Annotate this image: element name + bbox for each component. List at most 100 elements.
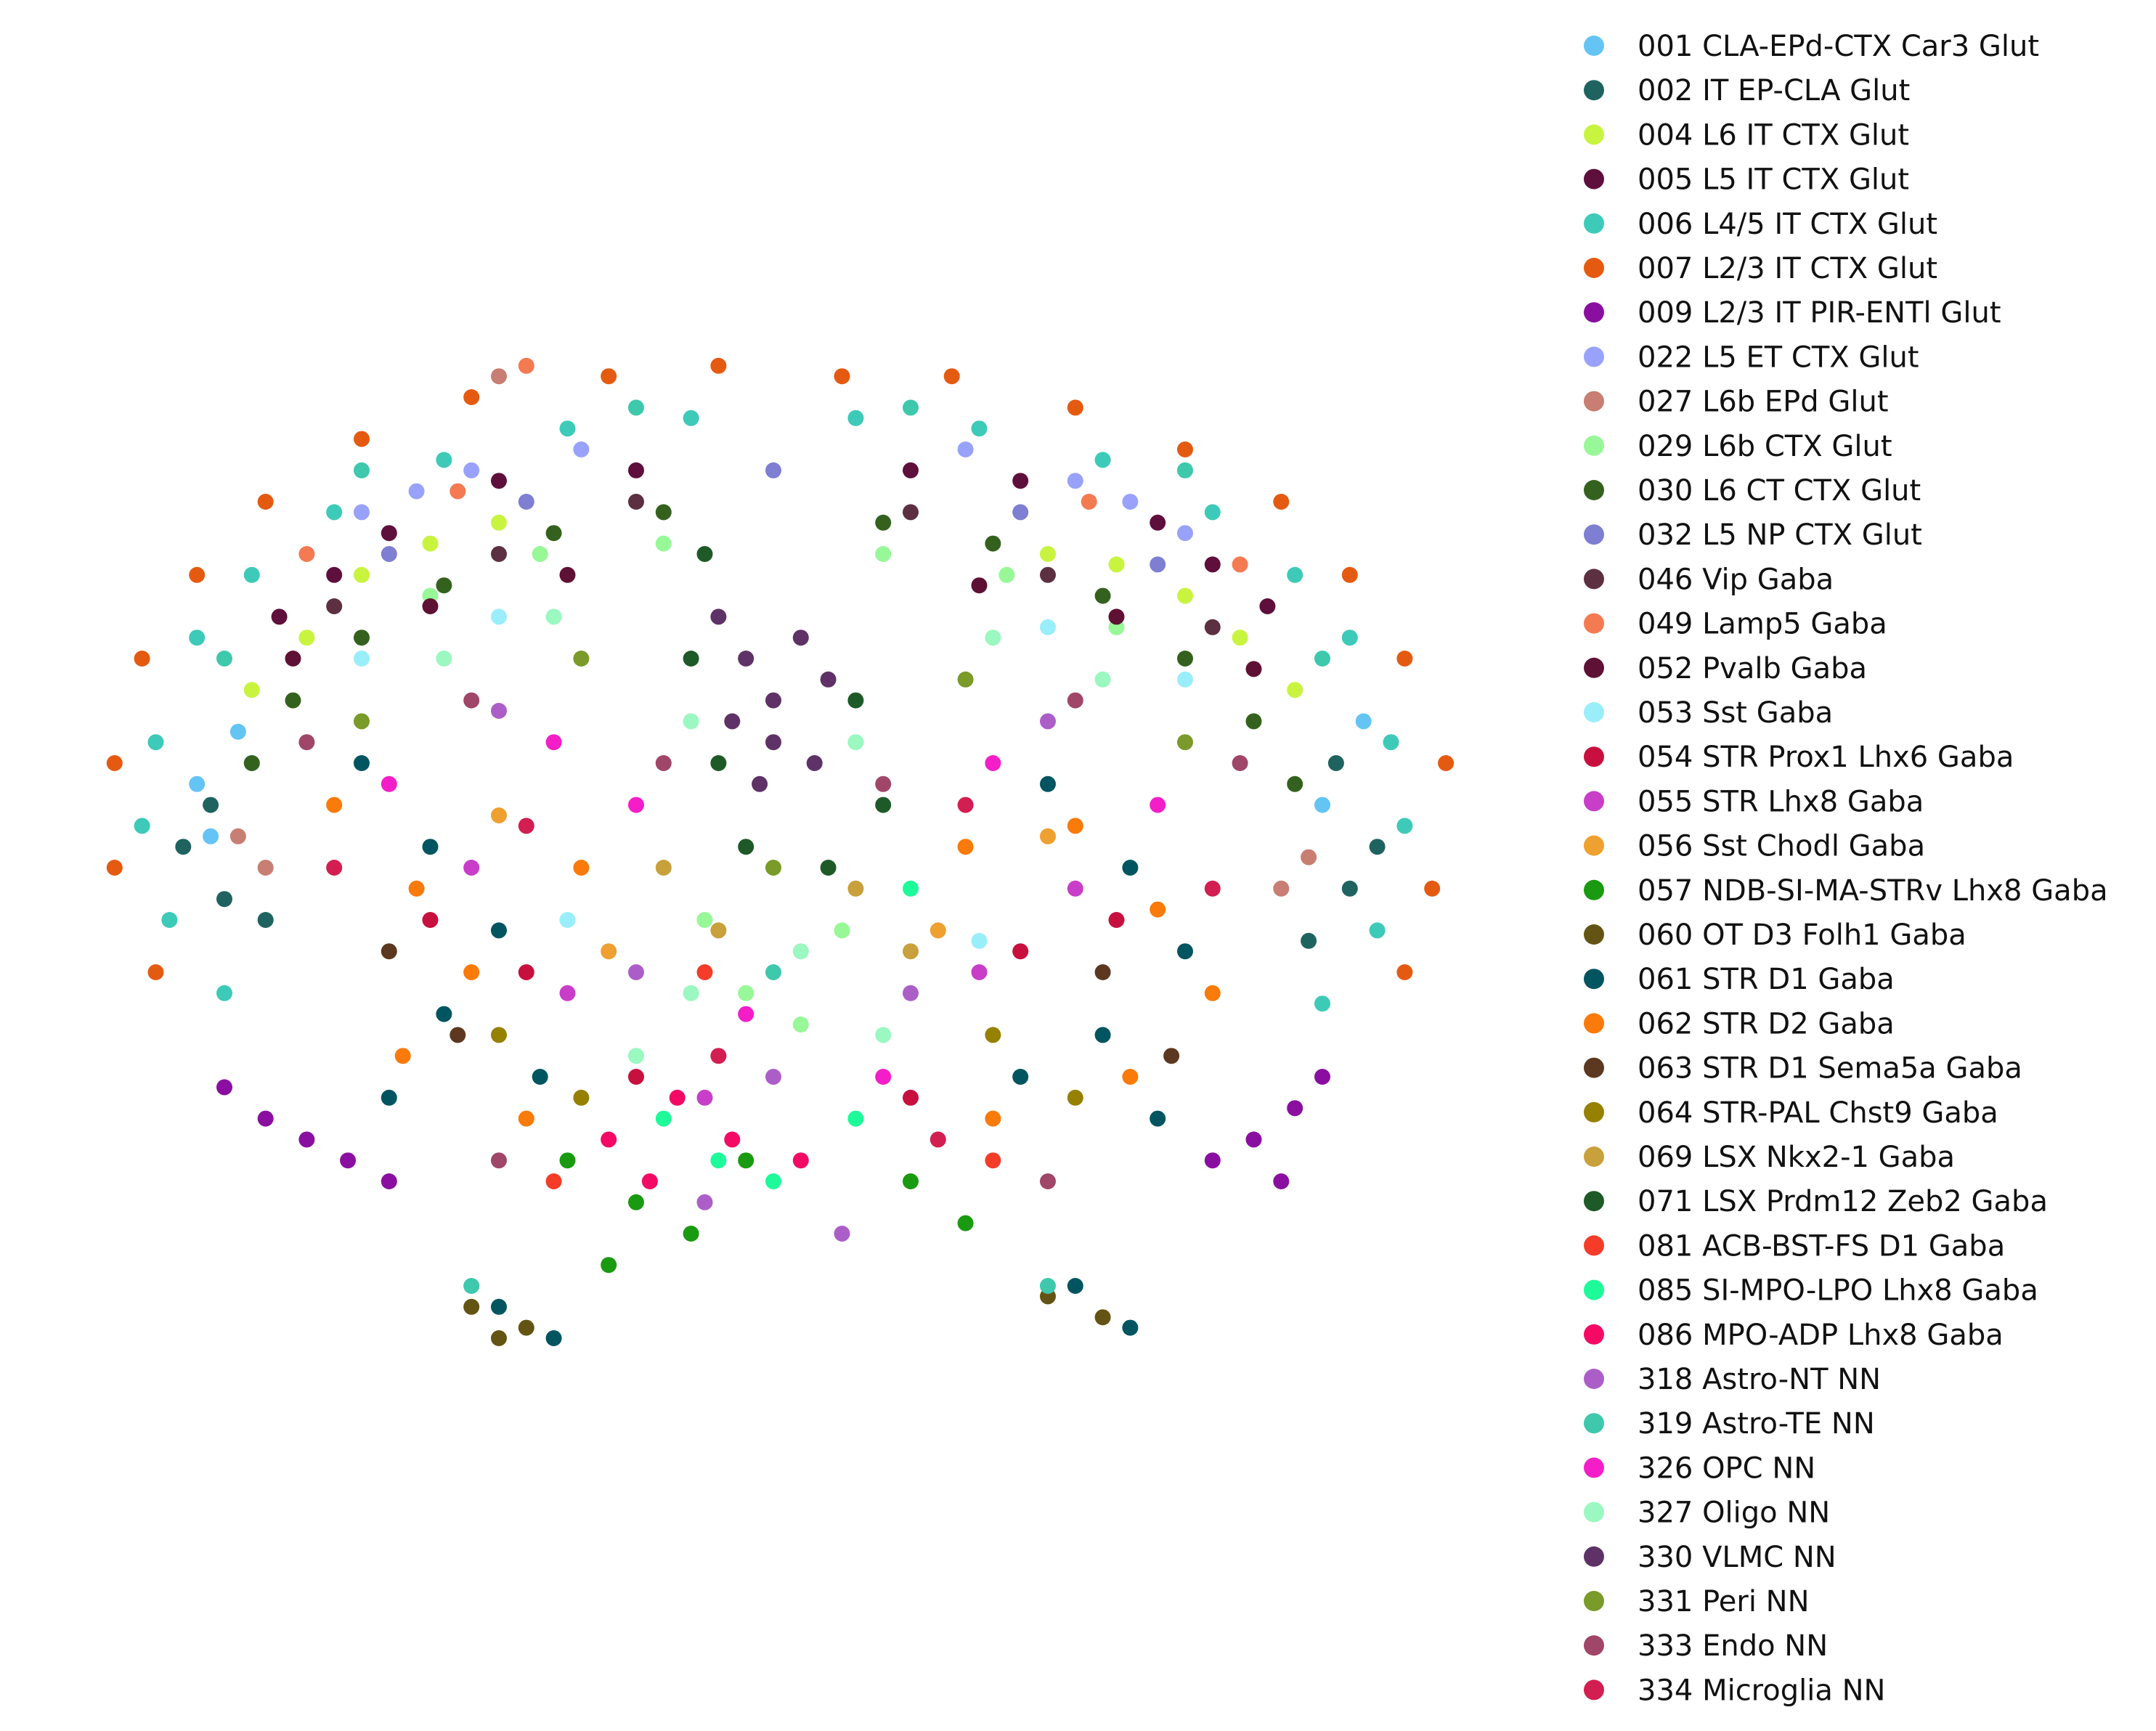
scatter-point	[628, 1069, 644, 1085]
scatter-point	[449, 1027, 466, 1043]
series-group	[381, 734, 1166, 1085]
scatter-point	[765, 462, 781, 478]
scatter-point	[518, 1110, 534, 1127]
series-group	[655, 880, 919, 1189]
plot-area	[106, 357, 1455, 1346]
scatter-point	[724, 713, 741, 730]
series-group	[491, 1027, 1083, 1106]
scatter-point	[1067, 399, 1083, 416]
scatter-point	[463, 1278, 480, 1294]
series-group	[354, 651, 1193, 876]
legend-marker	[1584, 480, 1604, 500]
legend-marker	[1584, 1235, 1604, 1256]
scatter-point	[1424, 880, 1441, 897]
legend-marker	[1584, 924, 1604, 945]
scatter-point	[1067, 692, 1083, 709]
legend-marker	[1584, 1324, 1604, 1345]
scatter-point	[354, 431, 370, 447]
scatter-point	[298, 546, 315, 562]
scatter-point	[559, 985, 576, 1001]
scatter-point	[189, 630, 206, 646]
scatter-point	[381, 775, 397, 792]
scatter-point	[1355, 713, 1372, 730]
scatter-point	[957, 671, 974, 688]
legend-marker	[1584, 258, 1604, 278]
scatter-point	[175, 839, 192, 855]
scatter-point	[189, 775, 206, 792]
scatter-point	[340, 1152, 357, 1169]
scatter-point	[655, 535, 672, 552]
legend-marker	[1584, 302, 1604, 323]
scatter-point	[408, 483, 425, 500]
legend-label: 027 L6b EPd Glut	[1638, 386, 1889, 419]
scatter-point	[998, 566, 1015, 583]
legend-label: 081 ACB-BST-FS D1 Gaba	[1638, 1229, 2005, 1263]
scatter-point	[573, 441, 590, 457]
scatter-point	[326, 566, 343, 583]
scatter-point	[491, 546, 507, 562]
scatter-point	[463, 1298, 480, 1315]
scatter-point	[1012, 473, 1029, 489]
scatter-point	[1383, 734, 1399, 751]
legend-label: 030 L6 CT CTX Glut	[1638, 474, 1921, 508]
scatter-point	[1327, 755, 1344, 771]
scatter-point	[491, 807, 507, 823]
scatter-point	[491, 1298, 507, 1315]
legend-label: 086 MPO-ADP Lhx8 Gaba	[1638, 1319, 2004, 1352]
scatter-point	[834, 922, 850, 939]
scatter-point	[354, 630, 370, 646]
scatter-point	[1438, 755, 1455, 771]
scatter-point	[463, 964, 480, 980]
series-group	[243, 514, 1303, 698]
scatter-point	[971, 420, 988, 437]
scatter-point	[1204, 619, 1221, 635]
legend-marker	[1584, 346, 1604, 367]
scatter-point	[436, 577, 452, 594]
series-group	[655, 860, 919, 960]
scatter-point	[1341, 880, 1358, 897]
legend-label: 057 NDB-SI-MA-STRv Lhx8 Gaba	[1638, 874, 2108, 908]
scatter-point	[354, 713, 370, 730]
legend-marker	[1584, 1591, 1604, 1611]
legend-marker	[1584, 1369, 1604, 1389]
scatter-point	[298, 1131, 315, 1148]
legend-marker	[1584, 124, 1604, 145]
legend-label: 085 SI-MPO-LPO Lhx8 Gaba	[1638, 1274, 2038, 1308]
legend-label: 046 Vip Gaba	[1638, 563, 1834, 596]
scatter-point	[985, 1110, 1001, 1127]
scatter-point	[1094, 1309, 1111, 1326]
scatter-point	[491, 368, 507, 385]
scatter-point	[326, 797, 343, 813]
scatter-point	[381, 525, 397, 542]
scatter-point	[394, 1048, 411, 1064]
legend-label: 009 L2/3 IT PIR-ENTl Glut	[1638, 296, 2001, 330]
legend-marker	[1584, 213, 1604, 234]
scatter-point	[463, 692, 480, 709]
scatter-point	[1341, 566, 1358, 583]
scatter-point	[229, 723, 246, 740]
scatter-point	[1067, 818, 1083, 834]
scatter-point	[161, 912, 178, 928]
legend-marker	[1584, 969, 1604, 990]
scatter-point	[243, 566, 260, 583]
scatter-point	[628, 1194, 644, 1210]
scatter-point	[518, 964, 534, 980]
scatter-point	[532, 1069, 548, 1085]
scatter-point	[655, 860, 672, 876]
series-group	[326, 494, 1221, 635]
legend-marker	[1584, 435, 1604, 456]
scatter-point	[1314, 651, 1330, 667]
scatter-point	[491, 1152, 507, 1169]
scatter-point	[1287, 1100, 1303, 1117]
scatter-point	[752, 775, 768, 792]
series-group	[271, 462, 1276, 625]
scatter-point	[696, 964, 713, 980]
scatter-point	[491, 1027, 507, 1043]
scatter-point	[903, 985, 919, 1001]
scatter-point	[943, 368, 960, 385]
scatter-point	[683, 985, 699, 1001]
legend-label: 029 L6b CTX Glut	[1638, 430, 1892, 463]
scatter-point	[1177, 943, 1193, 960]
scatter-point	[298, 630, 315, 646]
scatter-point	[655, 504, 672, 521]
